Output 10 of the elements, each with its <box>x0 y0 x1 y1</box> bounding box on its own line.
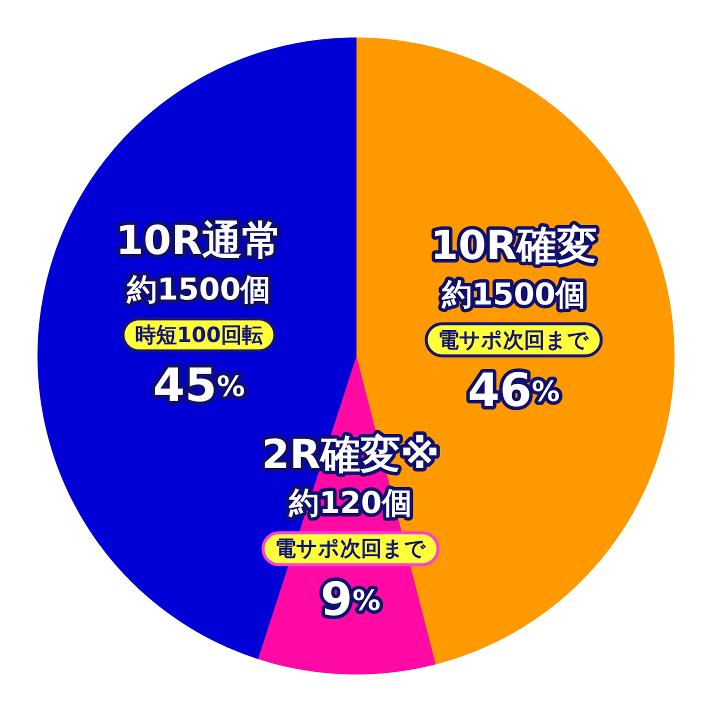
text: 約1500個 <box>127 272 271 308</box>
slice-label: 10R通常 <box>116 218 282 264</box>
slice-label: 10R確変 <box>430 223 597 270</box>
text: 約1500個 <box>442 277 586 312</box>
text: 電サポ次回まで <box>438 328 590 352</box>
text: 時短100回転 <box>135 322 263 347</box>
data-label: 9% <box>320 572 381 626</box>
data-label: 45% <box>152 358 245 412</box>
data-label: 46% <box>468 362 560 417</box>
text: 電サポ次回まで <box>275 536 426 561</box>
